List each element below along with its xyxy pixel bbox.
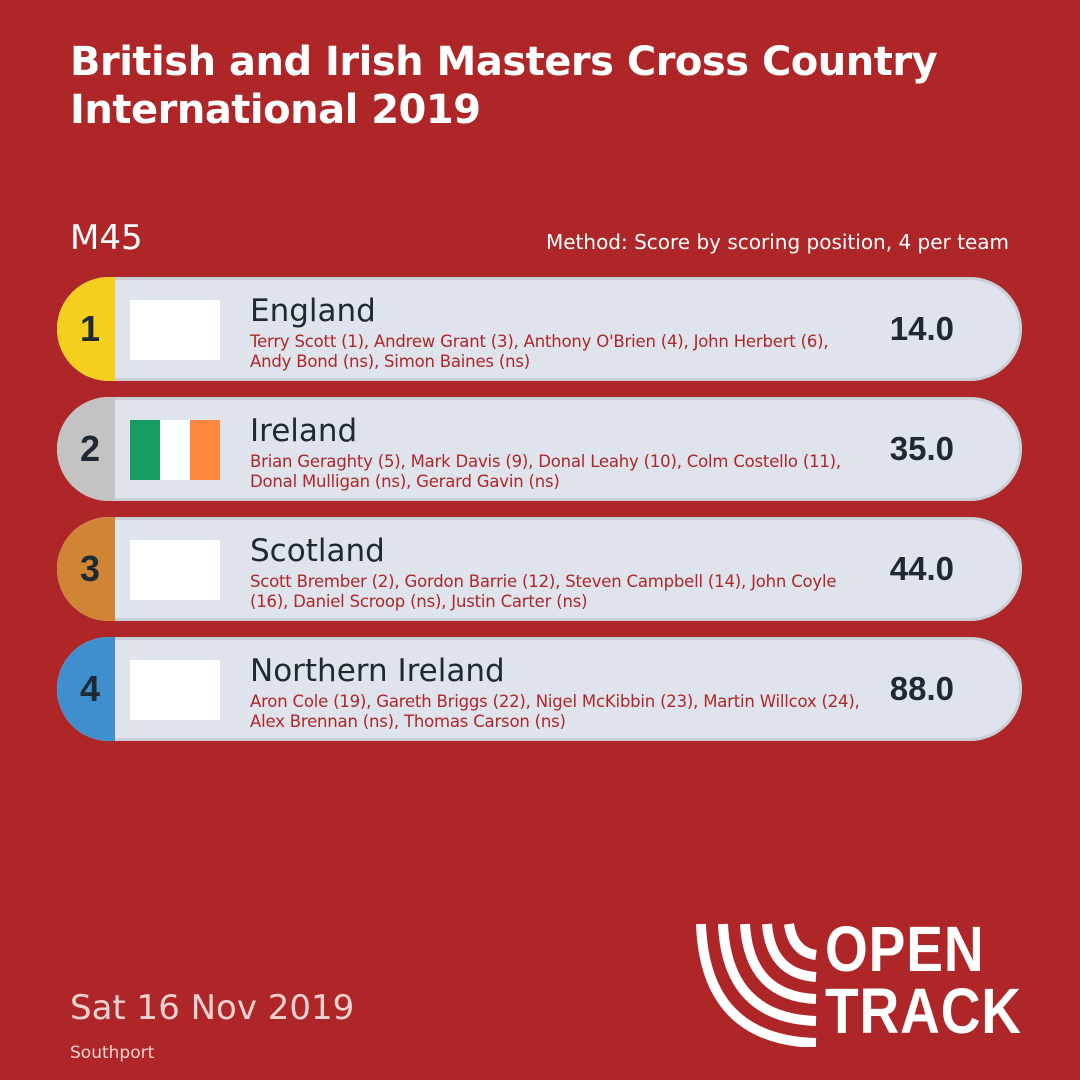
position-badge: 1 bbox=[57, 277, 115, 381]
team-score: 35.0 bbox=[889, 430, 954, 467]
logo-line-1: OPEN bbox=[825, 913, 985, 985]
event-date: Sat 16 Nov 2019 bbox=[70, 988, 355, 1028]
event-venue: Southport bbox=[70, 1043, 155, 1063]
position-badge: 4 bbox=[57, 637, 115, 741]
team-name: Northern Ireland bbox=[250, 653, 505, 689]
ireland-flag-icon bbox=[130, 420, 220, 480]
team-name: Scotland bbox=[250, 533, 385, 569]
team-members: Scott Brember (2), Gordon Barrie (12), S… bbox=[250, 572, 837, 611]
flag-placeholder bbox=[130, 540, 220, 600]
title-line-2: International 2019 bbox=[70, 87, 481, 133]
team-members: Aron Cole (19), Gareth Briggs (22), Nige… bbox=[250, 692, 860, 731]
flag-placeholder bbox=[130, 660, 220, 720]
category-label: M45 bbox=[70, 218, 143, 258]
opentrack-logo: OPEN TRACK bbox=[693, 917, 1053, 1052]
team-score: 44.0 bbox=[889, 550, 954, 587]
team-score: 14.0 bbox=[889, 310, 954, 347]
scoring-method: Method: Score by scoring position, 4 per… bbox=[545, 230, 1009, 254]
track-lanes-icon bbox=[696, 923, 817, 1047]
team-name: England bbox=[250, 293, 376, 329]
position-badge: 3 bbox=[57, 517, 115, 621]
page-title: British and Irish Masters Cross Country … bbox=[70, 38, 1030, 134]
results-list: 1 England Terry Scott (1), Andrew Grant … bbox=[57, 277, 1022, 757]
logo-wordmark: OPEN TRACK bbox=[825, 913, 1022, 1047]
team-name: Ireland bbox=[250, 413, 358, 449]
flag-placeholder bbox=[130, 300, 220, 360]
result-row: 3 Scotland Scott Brember (2), Gordon Bar… bbox=[57, 517, 1022, 621]
logo-line-2: TRACK bbox=[825, 975, 1022, 1047]
position-badge: 2 bbox=[57, 397, 115, 501]
result-row: 4 Northern Ireland Aron Cole (19), Garet… bbox=[57, 637, 1022, 741]
result-row: 2 Ireland Brian Geraghty (5), Mark Davis… bbox=[57, 397, 1022, 501]
team-members: Brian Geraghty (5), Mark Davis (9), Dona… bbox=[250, 452, 841, 491]
team-score: 88.0 bbox=[889, 670, 954, 707]
team-members: Terry Scott (1), Andrew Grant (3), Antho… bbox=[250, 332, 829, 371]
result-row: 1 England Terry Scott (1), Andrew Grant … bbox=[57, 277, 1022, 381]
title-line-1: British and Irish Masters Cross Country bbox=[70, 39, 938, 85]
